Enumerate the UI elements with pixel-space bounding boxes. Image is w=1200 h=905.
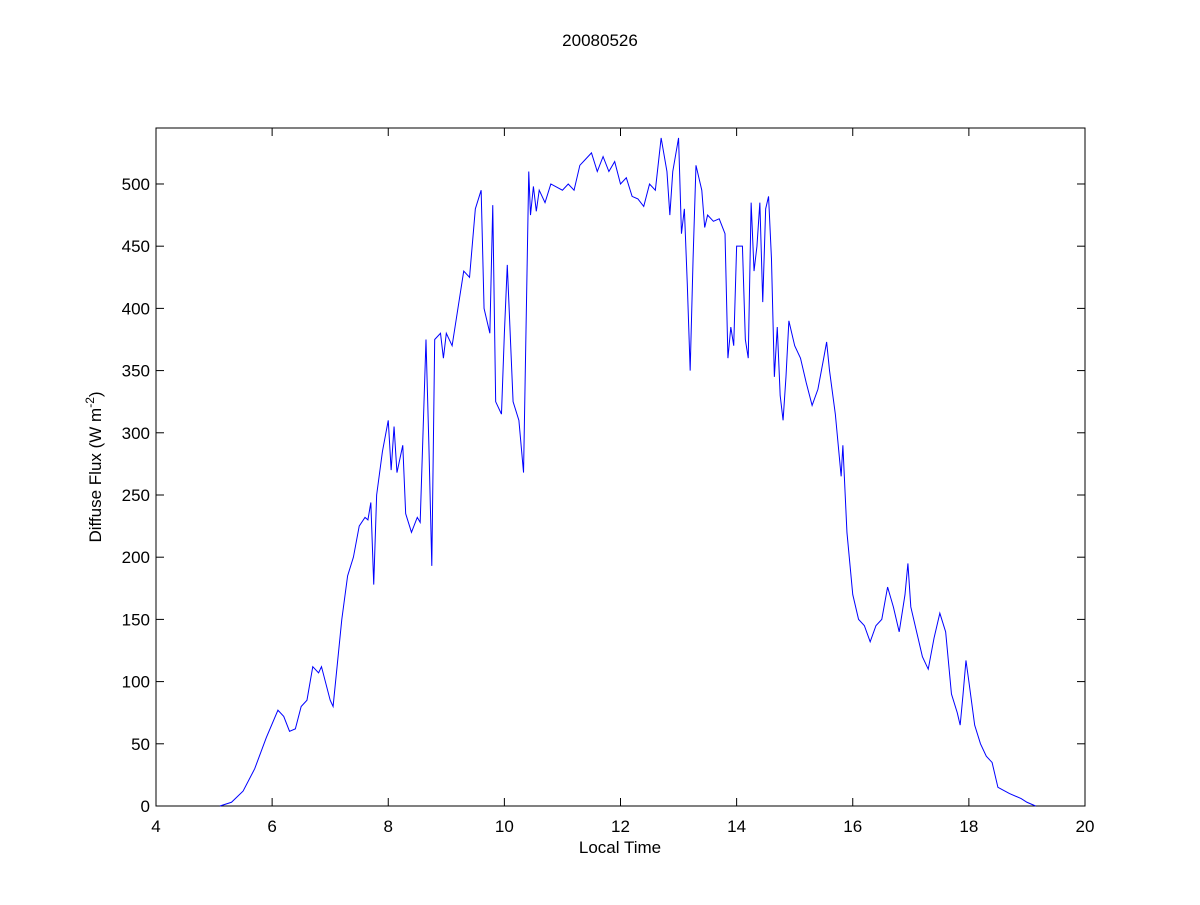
y-tick-label: 150 xyxy=(122,610,150,629)
y-axis-label: Diffuse Flux (W m-2) xyxy=(83,391,105,542)
y-tick-label: 400 xyxy=(122,299,150,318)
y-tick-label: 350 xyxy=(122,362,150,381)
x-tick-label: 18 xyxy=(959,817,978,836)
chart-title: 20080526 xyxy=(562,31,638,50)
y-axis-label-text: Diffuse Flux (W m xyxy=(86,408,105,543)
y-axis-label-superscript: -2 xyxy=(83,397,97,408)
x-tick-label: 12 xyxy=(611,817,630,836)
y-axis-label-suffix: ) xyxy=(86,391,105,397)
x-tick-label: 20 xyxy=(1076,817,1095,836)
y-tick-label: 450 xyxy=(122,237,150,256)
y-tick-label: 50 xyxy=(131,735,150,754)
y-tick-label: 200 xyxy=(122,548,150,567)
y-tick-label: 300 xyxy=(122,424,150,443)
y-tick-label: 100 xyxy=(122,673,150,692)
x-tick-label: 10 xyxy=(495,817,514,836)
data-line xyxy=(219,137,1036,807)
x-tick-label: 14 xyxy=(727,817,746,836)
x-tick-label: 6 xyxy=(267,817,276,836)
x-axis-label: Local Time xyxy=(579,838,661,857)
y-tick-label: 500 xyxy=(122,175,150,194)
x-tick-label: 16 xyxy=(843,817,862,836)
x-tick-label: 4 xyxy=(151,817,160,836)
x-tick-label: 8 xyxy=(384,817,393,836)
plot-frame xyxy=(155,127,1086,807)
y-tick-label: 250 xyxy=(122,486,150,505)
y-tick-label: 0 xyxy=(141,797,150,816)
